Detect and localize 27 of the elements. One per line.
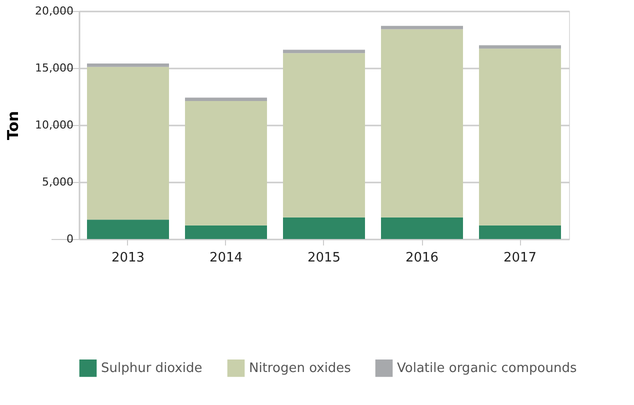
bar [479,48,561,226]
bar [87,66,169,220]
legend-label: Sulphur dioxide [101,361,202,376]
x-tick-label: 2016 [405,250,439,266]
bar [185,101,267,226]
bar [283,53,365,218]
bar [479,225,561,239]
y-tick-label: 20,000 [35,4,74,18]
x-tick-label: 2015 [307,250,341,266]
bar [381,29,463,218]
bar [381,217,463,239]
x-tick-label: 2017 [503,250,537,266]
bar [87,63,169,67]
legend-label: Nitrogen oxides [249,361,352,376]
x-tick-label: 2014 [209,250,243,266]
bar [185,225,267,239]
x-tick-label: 2013 [111,250,145,266]
bar [185,98,267,102]
bar [87,220,169,239]
bar [479,45,561,49]
y-tick-label: 15,000 [35,62,74,74]
legend-label: Volatile organic compounds [397,361,577,376]
y-tick-label: 0 [66,232,74,246]
y-tick-label: 5,000 [42,176,74,188]
y-tick-label: 10,000 [35,118,74,132]
bar [283,217,365,239]
y-axis-title: Ton [4,110,22,140]
